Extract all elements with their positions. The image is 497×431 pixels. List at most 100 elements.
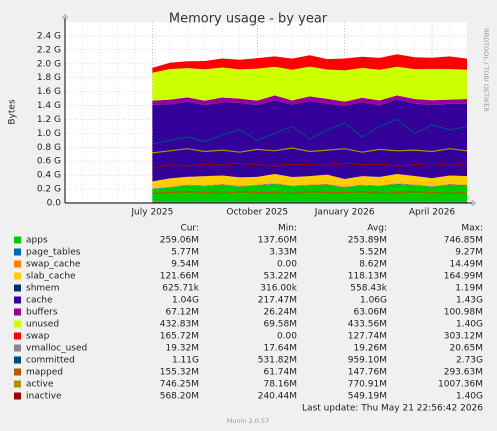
area xyxy=(152,183,468,189)
x-axis-arrow xyxy=(471,199,477,207)
legend-swatch xyxy=(14,380,21,388)
y-axis-arrow xyxy=(61,13,69,19)
legend-label: page_tables xyxy=(26,248,81,258)
legend-label: shmem xyxy=(26,284,59,294)
legend-stat: 164.99M xyxy=(444,272,483,282)
y-tick-label: 2.2 G xyxy=(37,45,61,55)
legend-swatch xyxy=(14,296,21,304)
chart-title: Memory usage - by year xyxy=(169,12,328,27)
area xyxy=(152,54,468,73)
legend-stat: 61.74M xyxy=(263,368,297,378)
legend-swatch xyxy=(14,320,21,328)
legend-swatch xyxy=(14,392,21,400)
legend-stat: 9.54M xyxy=(171,260,199,270)
area xyxy=(152,174,468,189)
legend-label: active xyxy=(26,380,54,390)
legend-stat: 240.44M xyxy=(258,392,297,402)
legend-swatch xyxy=(14,236,21,244)
legend-label: swap_cache xyxy=(26,260,81,270)
legend-stat: 127.74M xyxy=(348,332,387,342)
legend-label: slab_cache xyxy=(26,272,76,282)
legend-stat: 137.60M xyxy=(258,236,297,246)
legend-swatch xyxy=(14,272,21,280)
legend-stat: 0.00 xyxy=(277,260,297,270)
legend-stat: 303.12M xyxy=(444,332,483,342)
legend-label: inactive xyxy=(26,392,62,402)
legend-stat: 0.00 xyxy=(277,332,297,342)
legend-stat: 316.00k xyxy=(260,284,297,294)
legend-label: cache xyxy=(26,296,53,306)
y-tick-label: 1.4 G xyxy=(37,101,61,111)
legend-stat: 293.63M xyxy=(444,368,483,378)
area xyxy=(152,66,468,102)
y-tick-label: 1.8 G xyxy=(37,73,61,83)
legend-stat: 155.32M xyxy=(160,368,199,378)
legend-label: unused xyxy=(26,320,59,330)
y-tick-label: 0.0 xyxy=(47,199,62,209)
legend-stat: 19.32M xyxy=(165,344,199,354)
legend-swatch xyxy=(14,248,21,256)
legend-stat: 1.40G xyxy=(456,392,483,402)
legend-stat: 100.98M xyxy=(444,308,483,318)
legend-label: committed xyxy=(26,356,75,366)
legend-stat: 17.64M xyxy=(263,344,297,354)
legend-swatch xyxy=(14,332,21,340)
legend-stat: 69.58M xyxy=(263,320,297,330)
legend-stat: 433.56M xyxy=(348,320,387,330)
legend-stat: 1.11G xyxy=(172,356,199,366)
y-tick-label: 0.6 G xyxy=(37,157,61,167)
line xyxy=(152,191,468,194)
legend-label: apps xyxy=(26,236,48,246)
area xyxy=(152,95,468,106)
y-tick-label: 0.8 G xyxy=(37,143,61,153)
legend-stat: 3.33M xyxy=(269,248,297,258)
legend-stat: 253.89M xyxy=(348,236,387,246)
legend-stat: 1.40G xyxy=(456,320,483,330)
legend-stat: 549.19M xyxy=(348,392,387,402)
legend-stat: 1.43G xyxy=(456,296,483,306)
legend-header: Avg: xyxy=(367,224,387,234)
legend-label: mapped xyxy=(26,368,63,378)
legend-stat: 14.49M xyxy=(449,260,483,270)
y-tick-label: 1.6 G xyxy=(37,87,61,97)
area xyxy=(152,184,468,203)
x-tick-label: October 2025 xyxy=(226,208,288,218)
legend-stat: 432.83M xyxy=(160,320,199,330)
legend: Cur: Min: Avg: Max: apps 259.06M 137.60M 253.89… xyxy=(14,224,483,402)
y-axis-label: Bytes xyxy=(8,99,18,125)
legend-stat: 770.91M xyxy=(348,380,387,390)
legend-stat: 259.06M xyxy=(160,236,199,246)
legend-stat: 53.22M xyxy=(263,272,297,282)
legend-label: vmalloc_used xyxy=(26,344,87,354)
legend-stat: 531.82M xyxy=(258,356,297,366)
legend-stat: 558.43k xyxy=(350,284,387,294)
legend-stat: 9.27M xyxy=(455,248,483,258)
area xyxy=(152,99,468,182)
legend-header: Cur: xyxy=(180,224,199,234)
legend-stat: 1007.36M xyxy=(438,380,483,390)
legend-stat: 2.73G xyxy=(456,356,483,366)
legend-header: Min: xyxy=(278,224,297,234)
legend-stat: 1.06G xyxy=(360,296,387,306)
y-tick-label: 1.2 G xyxy=(37,115,61,125)
legend-stat: 19.26M xyxy=(353,344,387,354)
legend-stat: 959.10M xyxy=(348,356,387,366)
legend-label: buffers xyxy=(26,308,58,318)
axes xyxy=(61,13,477,207)
legend-swatch xyxy=(14,344,21,352)
legend-stat: 568.20M xyxy=(160,392,199,402)
line xyxy=(152,162,468,169)
line xyxy=(152,147,468,154)
side-text: RRDTOOL / TOBI OETIKER xyxy=(482,28,490,112)
footer: Last update: Thu May 21 22:56:42 2026 xyxy=(302,404,483,414)
area xyxy=(152,183,468,190)
legend-stat: 147.76M xyxy=(348,368,387,378)
y-tick-label: 2.4 G xyxy=(37,31,61,41)
legend-stat: 1.04G xyxy=(172,296,199,306)
legend-stat: 746.25M xyxy=(160,380,199,390)
legend-stat: 121.66M xyxy=(160,272,199,282)
legend-stat: 118.13M xyxy=(348,272,387,282)
legend-stat: 78.16M xyxy=(263,380,297,390)
legend-stat: 8.62M xyxy=(359,260,387,270)
